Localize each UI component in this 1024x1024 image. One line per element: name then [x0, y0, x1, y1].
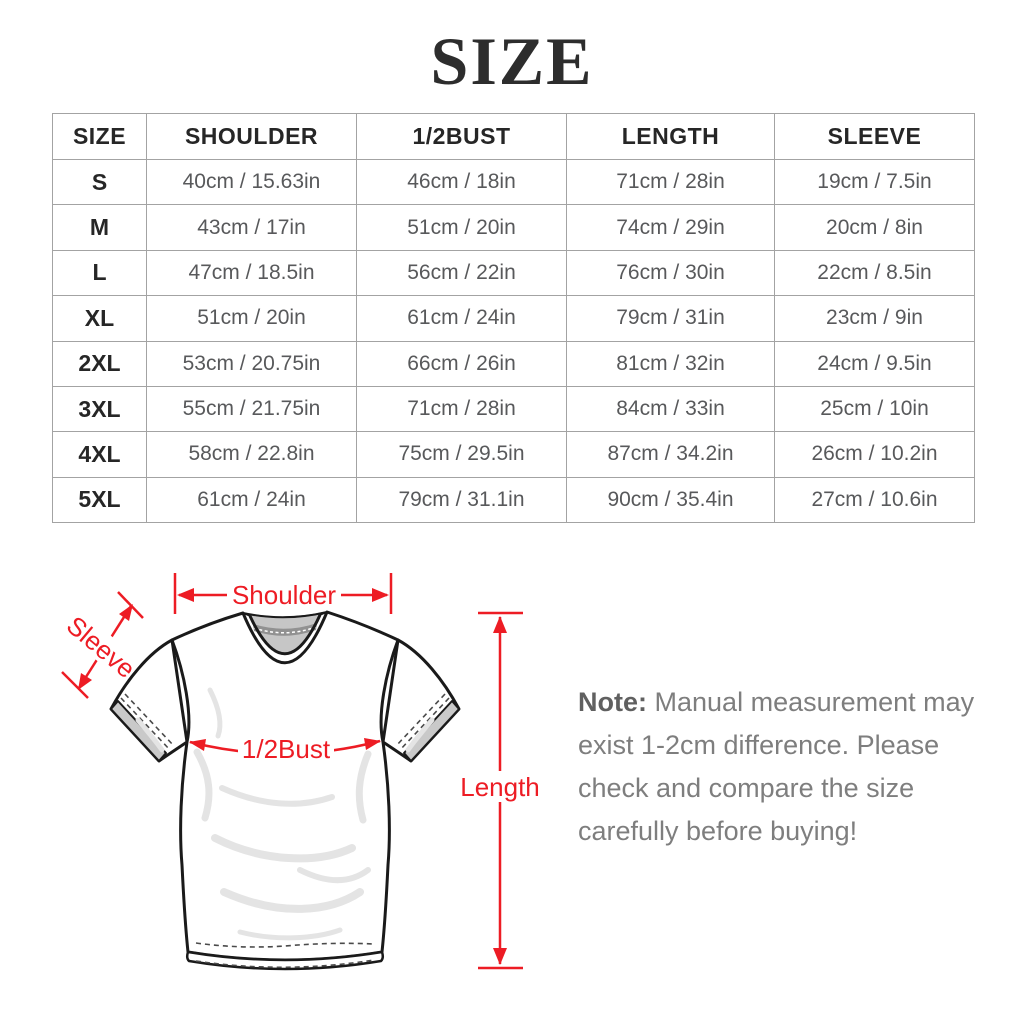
value-cell: 46cm / 18in: [356, 158, 567, 206]
value-cell: 75cm / 29.5in: [356, 431, 567, 478]
value-cell: 47cm / 18.5in: [146, 249, 357, 297]
column-header-length: LENGTH: [566, 113, 775, 160]
size-cell: 4XL: [52, 431, 147, 478]
size-cell: L: [52, 249, 147, 297]
length-label: Length: [460, 772, 540, 802]
value-cell: 25cm / 10in: [774, 385, 975, 433]
note-text: Note: Manual measurement may exist 1-2cm…: [578, 681, 988, 853]
value-cell: 20cm / 8in: [774, 204, 975, 251]
value-cell: 74cm / 29in: [566, 204, 775, 251]
length-dimension-arrow: [460, 611, 540, 970]
table-row: M 43cm / 17in 51cm / 20in 74cm / 29in 20…: [52, 204, 975, 251]
table-row: L 47cm / 18.5in 56cm / 22in 76cm / 30in …: [52, 249, 975, 297]
value-cell: 43cm / 17in: [146, 204, 357, 251]
tshirt-graphic: [109, 610, 461, 971]
right-cuff: [403, 700, 460, 762]
table-row: 4XL 58cm / 22.8in 75cm / 29.5in 87cm / 3…: [52, 431, 975, 478]
value-cell: 51cm / 20in: [146, 295, 357, 342]
shoulder-dimension-arrow: [173, 573, 393, 614]
table-row: 3XL 55cm / 21.75in 71cm / 28in 84cm / 33…: [52, 385, 975, 433]
table-row: 2XL 53cm / 20.75in 66cm / 26in 81cm / 32…: [52, 340, 975, 387]
value-cell: 26cm / 10.2in: [774, 431, 975, 478]
sleeve-label: Sleeve: [61, 610, 141, 684]
size-cell: 5XL: [52, 476, 147, 524]
tshirt-body: [170, 610, 400, 962]
value-cell: 24cm / 9.5in: [774, 340, 975, 387]
value-cell: 22cm / 8.5in: [774, 249, 975, 297]
value-cell: 55cm / 21.75in: [146, 385, 357, 433]
table-row: S 40cm / 15.63in 46cm / 18in 71cm / 28in…: [52, 158, 975, 206]
size-cell: 2XL: [52, 340, 147, 387]
column-header-sleeve: SLEEVE: [774, 113, 975, 160]
size-cell: XL: [52, 295, 147, 342]
note-line: exist 1-2cm difference. Please: [578, 730, 940, 760]
column-header-shoulder: SHOULDER: [146, 113, 357, 160]
value-cell: 76cm / 30in: [566, 249, 775, 297]
value-cell: 56cm / 22in: [356, 249, 567, 297]
value-cell: 23cm / 9in: [774, 295, 975, 342]
note-line: Note: Manual measurement may: [578, 687, 975, 717]
table-header-row: SIZE SHOULDER 1/2BUST LENGTH SLEEVE: [52, 113, 975, 160]
value-cell: 27cm / 10.6in: [774, 476, 975, 524]
note-line: check and compare the size: [578, 773, 915, 803]
column-header-bust: 1/2BUST: [356, 113, 567, 160]
value-cell: 51cm / 20in: [356, 204, 567, 251]
value-cell: 79cm / 31.1in: [356, 476, 567, 524]
collar: [242, 611, 328, 656]
bust-dimension-arrow: [189, 732, 381, 762]
value-cell: 71cm / 28in: [356, 385, 567, 433]
size-cell: M: [52, 204, 147, 251]
value-cell: 66cm / 26in: [356, 340, 567, 387]
table-row: XL 51cm / 20in 61cm / 24in 79cm / 31in 2…: [52, 295, 975, 342]
size-table: SIZE SHOULDER 1/2BUST LENGTH SLEEVE S 40…: [52, 113, 975, 524]
size-cell: S: [52, 158, 147, 206]
table-row: 5XL 61cm / 24in 79cm / 31.1in 90cm / 35.…: [52, 476, 975, 524]
page-title: SIZE: [430, 23, 594, 99]
bust-label: 1/2Bust: [242, 734, 331, 764]
value-cell: 19cm / 7.5in: [774, 158, 975, 206]
column-header-size: SIZE: [52, 113, 147, 160]
value-cell: 87cm / 34.2in: [566, 431, 775, 478]
value-cell: 71cm / 28in: [566, 158, 775, 206]
value-cell: 90cm / 35.4in: [566, 476, 775, 524]
value-cell: 61cm / 24in: [356, 295, 567, 342]
note-label: Note:: [578, 687, 647, 717]
value-cell: 81cm / 32in: [566, 340, 775, 387]
shoulder-label: Shoulder: [232, 580, 336, 610]
value-cell: 61cm / 24in: [146, 476, 357, 524]
note-line: carefully before buying!: [578, 816, 858, 846]
tshirt-measurement-diagram: Shoulder Sleeve 1/2Bust: [61, 573, 540, 971]
size-cell: 3XL: [52, 385, 147, 433]
value-cell: 84cm / 33in: [566, 385, 775, 433]
value-cell: 79cm / 31in: [566, 295, 775, 342]
value-cell: 58cm / 22.8in: [146, 431, 357, 478]
value-cell: 40cm / 15.63in: [146, 158, 357, 206]
value-cell: 53cm / 20.75in: [146, 340, 357, 387]
left-cuff: [110, 700, 167, 762]
